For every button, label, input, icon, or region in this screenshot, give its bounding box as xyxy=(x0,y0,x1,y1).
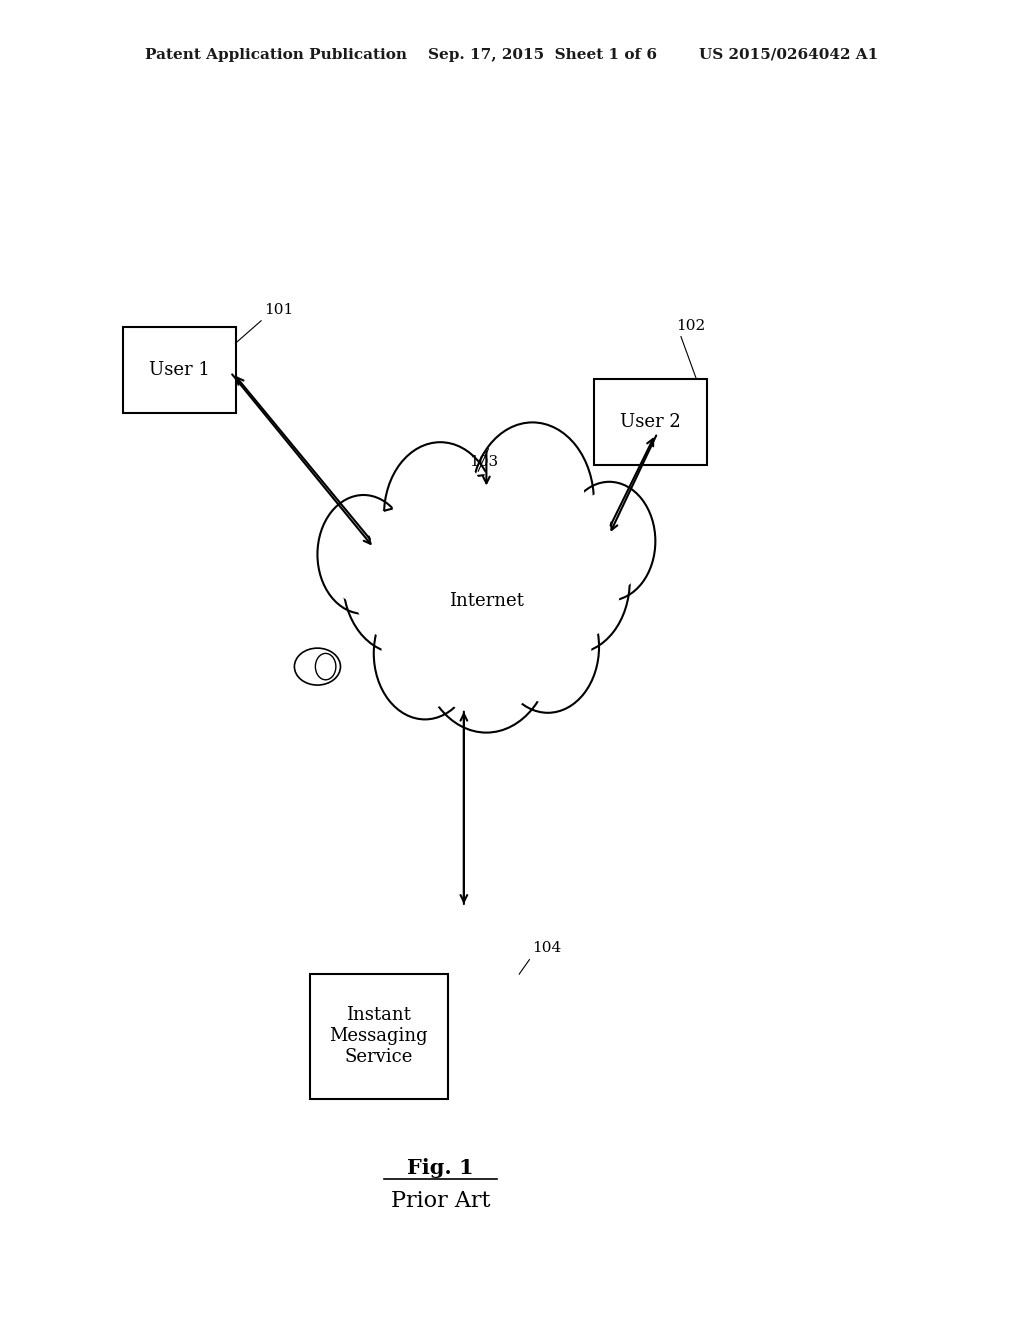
Ellipse shape xyxy=(295,648,340,685)
Circle shape xyxy=(343,508,456,653)
Circle shape xyxy=(325,504,402,605)
Circle shape xyxy=(563,482,655,601)
Circle shape xyxy=(384,442,497,587)
Text: 103: 103 xyxy=(469,454,498,469)
Text: Internet: Internet xyxy=(449,591,524,610)
Text: Patent Application Publication    Sep. 17, 2015  Sheet 1 of 6        US 2015/026: Patent Application Publication Sep. 17, … xyxy=(145,49,879,62)
Circle shape xyxy=(420,561,553,733)
Circle shape xyxy=(315,653,336,680)
Circle shape xyxy=(421,490,552,659)
Text: Instant
Messaging
Service: Instant Messaging Service xyxy=(330,1006,428,1067)
Text: 102: 102 xyxy=(676,318,706,333)
Text: 101: 101 xyxy=(264,302,294,317)
Circle shape xyxy=(504,590,591,702)
Text: 104: 104 xyxy=(532,941,562,954)
Circle shape xyxy=(497,581,599,713)
Circle shape xyxy=(471,422,594,581)
Circle shape xyxy=(410,475,563,673)
Circle shape xyxy=(570,491,648,591)
Circle shape xyxy=(517,508,630,653)
FancyBboxPatch shape xyxy=(309,974,449,1098)
Text: Fig. 1: Fig. 1 xyxy=(407,1158,474,1179)
FancyBboxPatch shape xyxy=(123,327,236,412)
Circle shape xyxy=(480,434,585,569)
Circle shape xyxy=(374,587,476,719)
Ellipse shape xyxy=(323,455,650,719)
Text: User 2: User 2 xyxy=(620,413,681,432)
Circle shape xyxy=(430,574,543,719)
Circle shape xyxy=(525,519,622,643)
Circle shape xyxy=(392,453,488,577)
FancyBboxPatch shape xyxy=(594,379,707,465)
Text: Prior Art: Prior Art xyxy=(390,1191,490,1212)
Circle shape xyxy=(351,519,447,643)
Circle shape xyxy=(317,495,410,614)
Text: User 1: User 1 xyxy=(148,360,210,379)
Circle shape xyxy=(381,597,468,710)
